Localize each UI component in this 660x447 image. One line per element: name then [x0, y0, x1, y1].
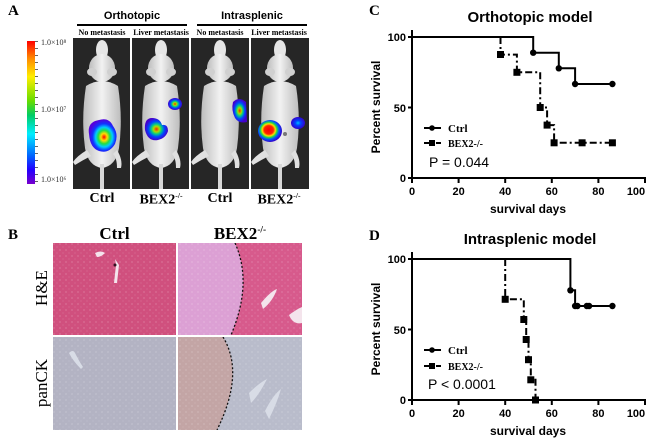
panel-d-letter: D [369, 228, 380, 244]
sub-label-no-metastasis-1: No metastasis [78, 28, 126, 37]
panck-bex2-image [178, 337, 302, 430]
svg-text:50: 50 [394, 325, 406, 337]
panck-ctrl-image [53, 337, 176, 430]
colorbar-label-min: 1.0×10⁶ [41, 175, 67, 184]
sub-label-liver-metastasis-2: Liver metastasis [251, 28, 307, 37]
panel-a-letter: A [8, 3, 19, 19]
survival-chart-intrasplenic: Intrasplenic model 100 50 0 0 20 40 60 8… [369, 231, 646, 438]
group-title-orthotopic: Orthotopic [103, 10, 161, 22]
svg-text:80: 80 [592, 408, 604, 420]
group-underline-orthotopic [77, 24, 187, 26]
histology-row-he: H&E [32, 270, 51, 306]
he-ctrl-image [53, 243, 176, 335]
svg-text:0: 0 [400, 395, 406, 407]
bioluminescence-mouse-images [73, 38, 309, 189]
condition-label-ctrl-2: Ctrl [207, 191, 233, 206]
svg-text:50: 50 [394, 103, 406, 115]
svg-text:100: 100 [627, 186, 645, 198]
group-title-intrasplenic: Intrasplenic [221, 10, 283, 22]
chart-c-pvalue: P = 0.044 [429, 154, 489, 170]
sub-label-no-metastasis-2: No metastasis [196, 28, 244, 37]
svg-text:40: 40 [499, 186, 511, 198]
condition-label-bex2-1: BEX2-/- [139, 191, 183, 208]
svg-text:20: 20 [452, 186, 464, 198]
svg-text:0: 0 [400, 173, 406, 185]
svg-text:80: 80 [592, 186, 604, 198]
luminescence-colorbar [27, 41, 35, 184]
panel-b-letter: B [8, 227, 19, 243]
svg-text:0: 0 [409, 408, 415, 420]
chart-c-ylabel: Percent survival [369, 61, 383, 154]
sub-label-liver-metastasis-1: Liver metastasis [133, 28, 189, 37]
group-underline-intrasplenic [197, 24, 307, 26]
svg-text:100: 100 [627, 408, 645, 420]
chart-c-xlabel: survival days [490, 202, 566, 216]
chart-c-legend: Ctrl BEX2-/- [424, 123, 483, 150]
mouse-panel-3 [191, 38, 249, 189]
chart-d-title: Intrasplenic model [464, 231, 597, 248]
mouse-panel-4 [251, 38, 309, 189]
svg-text:60: 60 [546, 186, 558, 198]
he-bex2-image [178, 243, 302, 335]
condition-label-bex2-2: BEX2-/- [257, 191, 301, 208]
chart-d-legend: Ctrl BEX2-/- [424, 345, 483, 373]
svg-text:100: 100 [388, 32, 406, 44]
svg-text:40: 40 [499, 408, 511, 420]
panel-c-letter: C [369, 3, 380, 19]
chart-d-xlabel: survival days [490, 424, 566, 438]
svg-text:BEX2-/-: BEX2-/- [448, 362, 483, 373]
svg-text:100: 100 [388, 254, 406, 266]
chart-d-pvalue: P < 0.0001 [428, 376, 496, 392]
colorbar-label-max: 1.0×10⁸ [41, 38, 67, 47]
svg-text:60: 60 [546, 408, 558, 420]
histology-images [53, 243, 303, 431]
condition-label-ctrl-1: Ctrl [89, 191, 115, 206]
histology-column-ctrl: Ctrl [99, 224, 130, 243]
svg-text:Ctrl: Ctrl [448, 345, 468, 357]
svg-text:20: 20 [452, 408, 464, 420]
svg-text:0: 0 [409, 186, 415, 198]
colorbar-label-mid: 1.0×10⁷ [41, 105, 67, 114]
colorbar-ticks [35, 41, 38, 184]
survival-chart-orthotopic: Orthotopic model 100 50 0 0 20 40 60 80 … [369, 9, 646, 216]
svg-text:Ctrl: Ctrl [448, 123, 468, 135]
mouse-panel-2 [132, 38, 189, 189]
mouse-panel-1 [73, 38, 130, 189]
histology-row-panck: panCK [32, 358, 51, 408]
svg-text:BEX2-/-: BEX2-/- [448, 139, 483, 150]
histology-column-bex2: BEX2-/- [213, 224, 267, 243]
chart-d-ylabel: Percent survival [369, 283, 383, 376]
chart-c-title: Orthotopic model [468, 9, 593, 26]
